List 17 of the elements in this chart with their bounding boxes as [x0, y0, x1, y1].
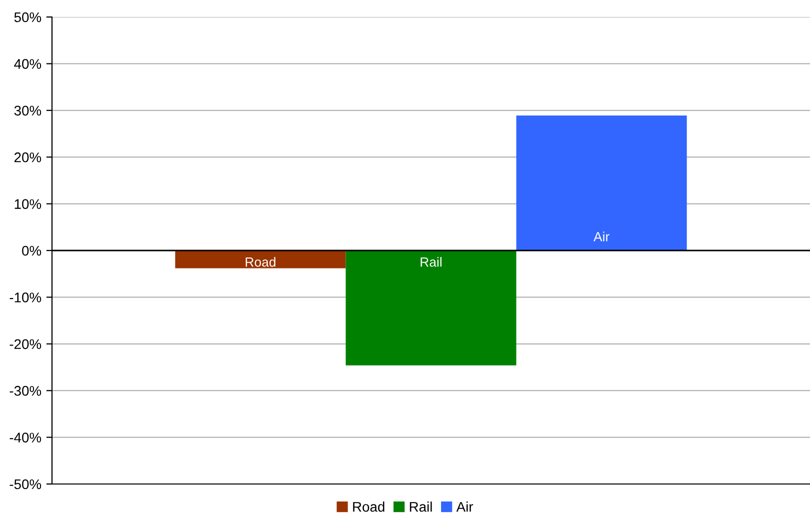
y-tick-label: 20%	[14, 152, 42, 162]
text: Air	[594, 232, 610, 242]
y-tick-label: -40%	[10, 432, 42, 442]
y-tick-label: -10%	[10, 292, 42, 302]
y-tick-label: 10%	[14, 199, 42, 209]
legend-label: Air	[456, 502, 474, 512]
y-tick-label: 40%	[14, 59, 42, 69]
y-tick-label: -30%	[10, 386, 42, 396]
text: Road	[246, 257, 276, 267]
y-tick-label: -50%	[10, 479, 42, 490]
y-tick-label: 0%	[22, 246, 42, 256]
legend-label: Road	[353, 502, 384, 512]
legend-label: Rail	[410, 502, 432, 512]
y-tick-label: -20%	[10, 339, 42, 350]
y-tick-label: 50%	[14, 12, 42, 22]
text: Rail	[420, 257, 442, 267]
y-tick-label: 30%	[14, 106, 42, 116]
